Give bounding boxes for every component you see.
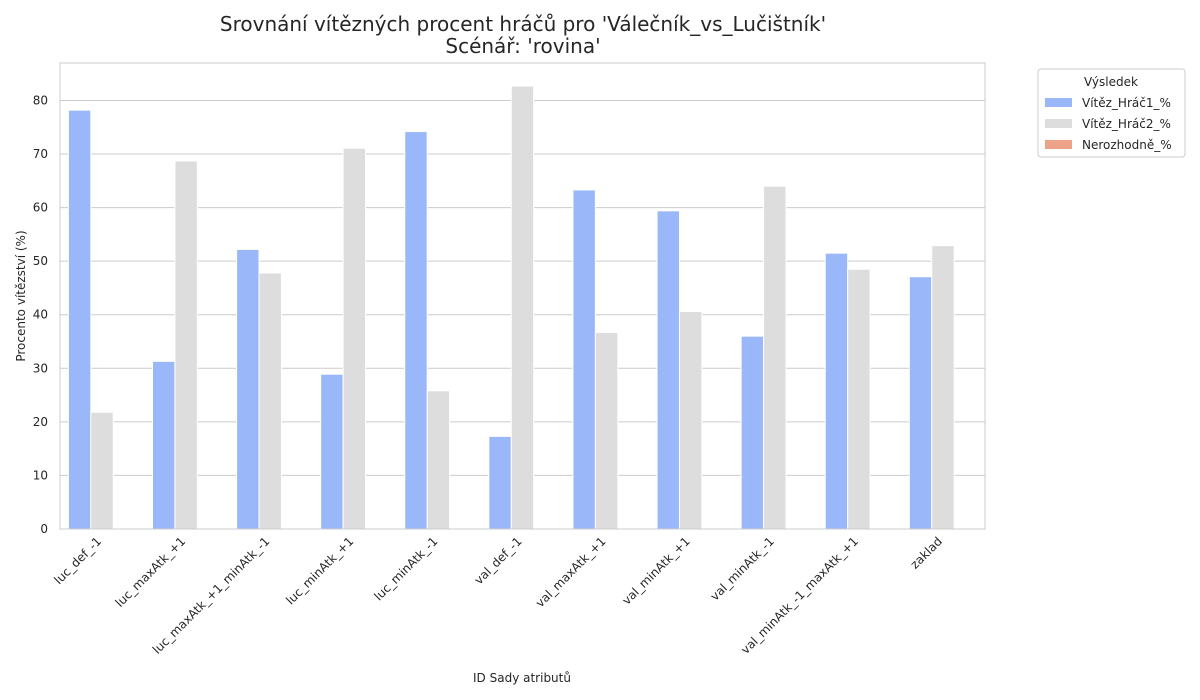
x-tick-label: zaklad bbox=[908, 534, 945, 571]
bars bbox=[67, 85, 955, 530]
bar bbox=[236, 248, 260, 530]
x-axis-label: ID Sady atributů bbox=[473, 671, 571, 685]
bar bbox=[320, 373, 344, 530]
x-tick-label: val_def_-1 bbox=[472, 534, 525, 587]
bar bbox=[67, 109, 92, 530]
x-tick-label: val_minAtk_-1 bbox=[708, 534, 777, 603]
bar bbox=[174, 160, 198, 530]
bar bbox=[342, 147, 367, 530]
bar bbox=[258, 272, 282, 530]
bar bbox=[404, 131, 428, 530]
y-tick-label: 60 bbox=[33, 201, 48, 215]
y-tick-label: 80 bbox=[33, 93, 48, 107]
legend-label: Vítěz_Hráč1_% bbox=[1082, 96, 1171, 110]
bar bbox=[824, 252, 849, 530]
bar bbox=[740, 335, 765, 530]
y-tick-label: 0 bbox=[40, 522, 48, 536]
legend-swatch bbox=[1045, 98, 1072, 107]
legend-swatch bbox=[1045, 119, 1072, 128]
legend-label: Nerozhodně_% bbox=[1082, 138, 1172, 152]
y-tick-labels: 0 10 20 30 40 50 60 70 80 bbox=[33, 93, 48, 536]
x-tick-label: luc_def_-1 bbox=[51, 534, 104, 587]
x-tick-labels: luc_def_-1 luc_maxAtk_+1luc_maxAtk_+1_min… bbox=[51, 534, 945, 657]
bar bbox=[931, 245, 955, 530]
x-tick-label: luc_maxAtk_+1 bbox=[113, 534, 189, 610]
legend-frame bbox=[1037, 68, 1186, 158]
bar bbox=[426, 390, 451, 530]
y-tick-label: 30 bbox=[33, 361, 48, 375]
bar bbox=[572, 189, 596, 530]
x-tick-label: val_minAtk_+1 bbox=[619, 534, 692, 607]
y-tick-label: 20 bbox=[33, 415, 48, 429]
y-tick-label: 50 bbox=[33, 254, 48, 268]
legend-title: Výsledek bbox=[1084, 75, 1138, 89]
chart-title: Srovnání vítězných procent hráčů pro 'Vá… bbox=[220, 12, 826, 36]
bar bbox=[488, 435, 512, 530]
bar bbox=[152, 360, 176, 530]
y-tick-label: 40 bbox=[33, 308, 48, 322]
x-tick-label: luc_minAtk_+1 bbox=[283, 534, 356, 607]
bar bbox=[510, 85, 535, 530]
legend-label: Vítěz_Hráč2_% bbox=[1082, 117, 1171, 131]
y-tick-label: 10 bbox=[33, 468, 48, 482]
legend: Výsledek Vítěz_Hráč1_% Vítěz_Hráč2_% Neroz… bbox=[1037, 68, 1186, 158]
bar bbox=[678, 311, 703, 530]
bar bbox=[656, 210, 680, 530]
bar bbox=[90, 411, 114, 530]
plot-area-frame bbox=[59, 62, 986, 530]
x-tick-label: val_maxAtk_+1 bbox=[533, 534, 609, 610]
bar bbox=[763, 185, 787, 530]
chart-subtitle: Scénář: 'rovina' bbox=[445, 34, 600, 58]
legend-items: Vítěz_Hráč1_% Vítěz_Hráč2_% Nerozhodně_% bbox=[1045, 96, 1172, 152]
y-axis-label: Procento vítězství (%) bbox=[14, 230, 28, 361]
y-tick-label: 70 bbox=[33, 147, 48, 161]
legend-swatch bbox=[1045, 140, 1072, 149]
bar bbox=[594, 331, 619, 530]
x-tick-label: luc_minAtk_-1 bbox=[371, 534, 440, 603]
bar bbox=[908, 276, 933, 530]
bar bbox=[847, 268, 871, 530]
